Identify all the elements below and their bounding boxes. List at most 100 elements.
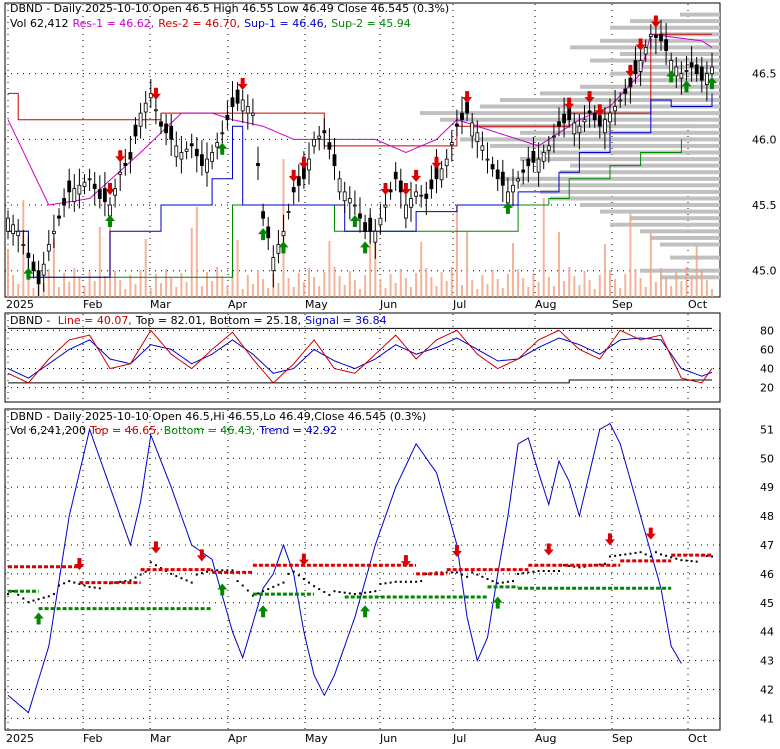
candle-body	[648, 33, 653, 37]
volume-bar	[552, 286, 555, 297]
price-dot	[399, 580, 402, 583]
candle-body	[485, 158, 490, 161]
candle-body	[521, 169, 526, 173]
profile-bar	[610, 25, 720, 30]
price-dot	[614, 554, 617, 557]
price-dot	[282, 581, 285, 584]
legend-item: Bottom = 46.43,	[164, 424, 256, 437]
candle-body	[424, 193, 429, 199]
legend-item: Res-2 = 46.70,	[158, 17, 240, 30]
down-arrow	[625, 64, 636, 77]
trend-x-tick: Jun	[379, 732, 397, 745]
candle-body	[603, 119, 607, 134]
volume-bar	[415, 273, 418, 297]
oscillator-y-tick: 20	[760, 382, 774, 395]
price-dot	[654, 551, 657, 554]
oscillator-panel: 20 40 60 80 DBND - Line = 40.07, Top = 82.01…	[4, 312, 774, 403]
price-dot	[241, 584, 244, 587]
profile-bar	[580, 84, 720, 89]
price-dot	[32, 599, 35, 602]
candle-body	[164, 123, 169, 134]
volume-bar	[47, 269, 50, 297]
volume-bar	[690, 276, 693, 297]
price-dot	[328, 593, 331, 596]
profile-bar	[640, 65, 720, 70]
trend-x-tick: Aug	[535, 732, 556, 745]
volume-bar	[512, 243, 514, 297]
candle-body	[52, 230, 56, 234]
profile-bar	[600, 209, 720, 214]
volume-bar	[542, 198, 545, 297]
price-dot	[598, 563, 601, 566]
price-dot	[624, 553, 627, 556]
candle-body	[6, 217, 10, 232]
trend-x-tick: Oct	[688, 732, 708, 745]
volume-bar	[654, 282, 657, 297]
volume-bar	[124, 289, 127, 297]
up-arrow	[360, 605, 371, 618]
legend-item: Signal = 36.84	[305, 314, 387, 327]
price-dot	[17, 593, 20, 596]
down-arrow	[543, 543, 554, 556]
price-dot	[552, 570, 555, 572]
price-dot	[455, 571, 458, 574]
volume-bar	[379, 279, 382, 297]
price-dot	[415, 580, 418, 583]
price-dot	[246, 589, 249, 592]
price-dot	[364, 591, 367, 594]
volume-bar	[404, 278, 407, 297]
price-y-tick: 45.5	[752, 199, 777, 212]
price-dot	[512, 580, 514, 583]
legend-item: Sup-2 = 45.94	[331, 17, 411, 30]
price-dot	[195, 573, 198, 576]
volume-bar	[558, 232, 560, 297]
price-panel: 45.0 45.5 46.0 46.5 2025 Feb Mar Apr May Jun Jul A…	[4, 2, 777, 311]
candle-body	[597, 114, 602, 127]
candle-body	[128, 152, 133, 160]
volume-bar	[685, 267, 688, 297]
volume-bar	[160, 283, 162, 297]
up-arrow	[681, 80, 692, 93]
volume-bar	[241, 289, 244, 297]
price-dot	[287, 572, 290, 575]
candle-body	[26, 252, 31, 258]
volume-bar	[695, 245, 698, 297]
trend-y-tick: 51	[760, 423, 774, 436]
candle-body	[429, 179, 434, 190]
price-dot	[292, 570, 295, 573]
down-arrow	[115, 150, 126, 163]
down-arrow	[564, 97, 575, 110]
candle-body	[628, 77, 633, 88]
sup1-line	[8, 93, 713, 278]
volume-bar	[461, 285, 463, 297]
price-dot	[185, 579, 188, 582]
up-arrow	[666, 70, 677, 83]
bottom-line	[8, 379, 712, 384]
candle-body	[266, 226, 271, 239]
volume-bar	[711, 289, 713, 297]
up-arrow	[278, 241, 289, 254]
volume-bar	[348, 271, 351, 297]
volume-bar	[675, 272, 678, 297]
trend-x-tick: Apr	[228, 732, 248, 745]
price-y-tick: 46.0	[752, 133, 777, 146]
up-arrow	[258, 605, 269, 618]
price-x-ticks: 2025 Feb Mar Apr May Jun Jul Aug Sep Oct	[6, 298, 708, 311]
candle-body	[536, 158, 541, 173]
candle-body	[679, 73, 684, 79]
volume-bar	[649, 233, 652, 297]
volume-bar	[593, 289, 596, 297]
candle-body	[363, 222, 368, 232]
candle-body	[286, 211, 291, 214]
volume-bar	[32, 288, 35, 297]
price-dot	[323, 591, 326, 593]
volume-bar	[629, 213, 632, 297]
candle-body	[654, 35, 658, 39]
price-dot	[481, 575, 484, 578]
price-dot	[517, 572, 520, 575]
candle-body	[444, 158, 449, 167]
price-dot	[603, 562, 606, 565]
volume-bar	[517, 269, 520, 297]
candle-body	[490, 164, 495, 170]
volume-bar	[639, 278, 642, 297]
